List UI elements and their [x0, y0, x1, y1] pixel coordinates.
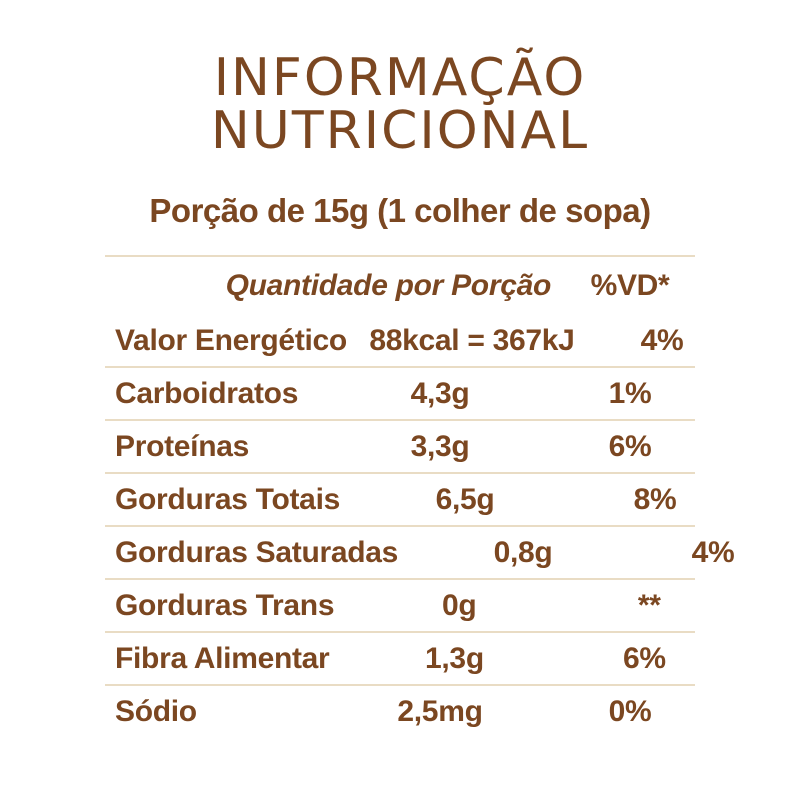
table-row: Proteínas 3,3g 6%	[105, 421, 695, 474]
nutrition-table: Quantidade por Porção %VD* Valor Energét…	[105, 255, 735, 737]
page-title: INFORMAÇÃO NUTRICIONAL	[0, 52, 800, 158]
nutrient-label: Valor Energético	[115, 323, 347, 357]
nutrient-label: Carboidratos	[115, 376, 299, 410]
nutrient-quantity: 0,8g	[493, 535, 553, 569]
nutrient-quantity: 2,5mg	[397, 694, 483, 728]
table-header-row: Quantidade por Porção %VD*	[105, 257, 695, 315]
nutrient-quantity: 88kcal = 367kJ	[369, 323, 575, 357]
nutrient-daily-value: 1%	[608, 376, 652, 410]
nutrient-label: Sódio	[115, 694, 197, 728]
table-row: Gorduras Saturadas 0,8g 4%	[105, 527, 735, 580]
nutrient-label: Gorduras Saturadas	[115, 535, 399, 569]
nutrient-quantity: 4,3g	[410, 376, 470, 410]
daily-value-column-header: %VD*	[590, 269, 670, 302]
nutrient-daily-value: 8%	[633, 482, 677, 516]
nutrient-quantity: 3,3g	[410, 429, 470, 463]
table-row: Carboidratos 4,3g 1%	[105, 368, 695, 421]
table-top-rule	[105, 255, 695, 257]
quantity-column-header: Quantidade por Porção	[225, 269, 552, 302]
serving-size-text: Porção de 15g (1 colher de sopa)	[149, 192, 651, 229]
nutrient-daily-value: 6%	[608, 429, 652, 463]
nutrient-label: Gorduras Totais	[115, 482, 340, 516]
nutrient-label: Fibra Alimentar	[115, 641, 330, 675]
title-line-2: NUTRICIONAL	[210, 101, 590, 161]
nutrient-quantity: 0g	[442, 588, 477, 622]
table-row: Gorduras Totais 6,5g 8%	[105, 474, 695, 527]
nutrient-label: Gorduras Trans	[115, 588, 335, 622]
title-line-1: INFORMAÇÃO	[213, 48, 587, 108]
table-row: Sódio 2,5mg 0%	[105, 686, 695, 737]
nutrient-daily-value: 4%	[691, 535, 735, 569]
nutrient-quantity: 1,3g	[425, 641, 484, 675]
nutrient-daily-value: 6%	[623, 641, 666, 675]
nutrient-daily-value: 0%	[608, 694, 652, 728]
table-row: Valor Energético 88kcal = 367kJ 4%	[105, 315, 695, 368]
nutrient-quantity: 6,5g	[435, 482, 495, 516]
nutrient-daily-value: 4%	[640, 323, 684, 357]
table-row: Fibra Alimentar 1,3g 6%	[105, 633, 695, 686]
nutrient-daily-value: **	[637, 588, 661, 622]
table-row: Gorduras Trans 0g **	[105, 580, 695, 633]
nutrient-label: Proteínas	[115, 429, 250, 463]
